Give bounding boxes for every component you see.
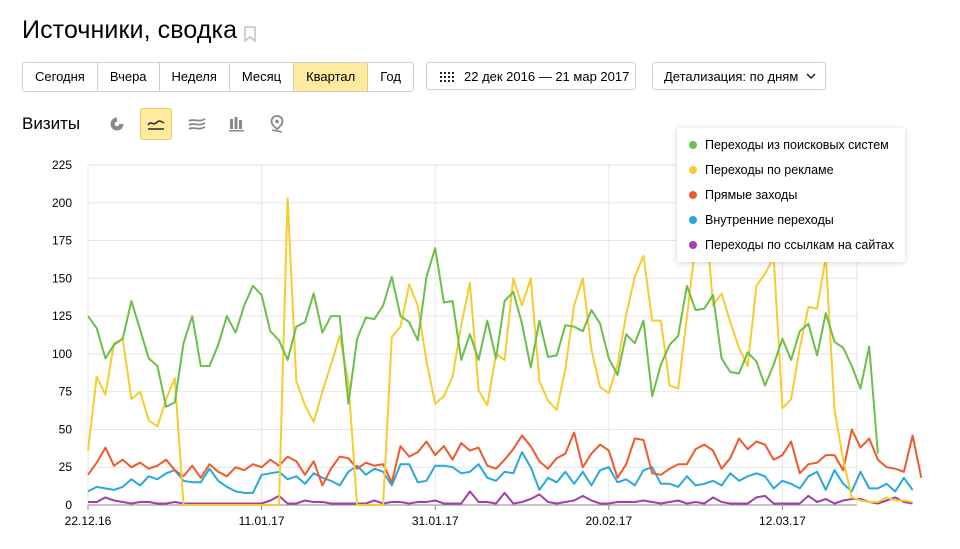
legend-label: Переходы по ссылкам на сайтах	[705, 238, 895, 252]
legend-dot	[689, 215, 697, 224]
view-line-button[interactable]	[140, 108, 172, 140]
pie-chart-icon	[110, 117, 124, 131]
period-tab-today[interactable]: Сегодня	[23, 63, 98, 91]
series-line-1[interactable]	[87, 197, 913, 506]
y-tick-label: 150	[52, 271, 72, 285]
x-tick-label: 20.02.17	[585, 514, 632, 528]
legend-dot	[689, 165, 697, 174]
chevron-down-icon	[806, 73, 816, 80]
legend-label: Переходы из поисковых систем	[705, 138, 889, 152]
period-tab-yesterday[interactable]: Вчера	[98, 63, 160, 91]
view-bar-button[interactable]	[221, 108, 253, 140]
x-tick-label: 12.03.17	[759, 514, 806, 528]
y-tick-label: 50	[59, 422, 73, 436]
x-tick-label: 22.12.16	[65, 514, 112, 528]
legend-label: Прямые заходы	[705, 188, 798, 202]
page-title: Источники, сводка	[22, 16, 238, 44]
chart-section-label: Визиты	[22, 114, 81, 133]
date-range-label: 22 дек 2016 — 21 мар 2017	[464, 69, 630, 84]
view-area-button[interactable]	[181, 108, 213, 140]
series-line-0[interactable]	[87, 247, 879, 454]
y-tick-label: 200	[52, 196, 72, 210]
legend-dot	[689, 240, 697, 249]
map-pin-icon	[270, 115, 284, 133]
detail-label: Детализация: по дням	[664, 69, 799, 84]
y-tick-label: 0	[65, 498, 72, 512]
legend-item-ads[interactable]: Переходы по рекламе	[689, 163, 834, 177]
view-map-button[interactable]	[261, 108, 293, 140]
x-tick-label: 31.01.17	[412, 514, 459, 528]
legend-item-direct[interactable]: Прямые заходы	[689, 188, 797, 202]
y-tick-label: 25	[59, 460, 73, 474]
series-line-2[interactable]	[87, 428, 923, 487]
y-tick-label: 100	[52, 347, 72, 361]
x-axis: 22.12.16 11.01.17 31.01.17 20.02.17 12.03.17	[65, 505, 806, 528]
period-selector: Сегодня Вчера Неделя Месяц Квартал Год	[22, 62, 414, 92]
bookmark-icon[interactable]	[244, 26, 256, 42]
chart-legend: Переходы из поисковых систем Переходы по…	[677, 128, 905, 262]
series-line-4[interactable]	[88, 490, 913, 505]
series-line-3[interactable]	[87, 451, 914, 494]
line-chart-icon	[147, 120, 165, 130]
period-tab-quarter[interactable]: Квартал	[294, 63, 369, 91]
legend-item-links[interactable]: Переходы по ссылкам на сайтах	[689, 238, 894, 252]
legend-label: Внутренние переходы	[705, 213, 834, 227]
detail-dropdown[interactable]: Детализация: по дням	[652, 62, 826, 90]
y-axis: 0 25 50 75 100 125 150 175 200 225	[52, 158, 72, 512]
period-tab-month[interactable]: Месяц	[230, 63, 295, 91]
date-range-button[interactable]: 22 дек 2016 — 21 мар 2017	[426, 62, 636, 90]
view-pie-button[interactable]	[101, 108, 133, 140]
legend-dot	[689, 190, 697, 199]
period-tab-week[interactable]: Неделя	[160, 63, 230, 91]
x-tick-label: 11.01.17	[239, 514, 285, 528]
legend-label: Переходы по рекламе	[705, 163, 834, 177]
legend-dot	[689, 140, 697, 149]
chart-series	[87, 197, 923, 506]
legend-item-search[interactable]: Переходы из поисковых систем	[689, 138, 889, 152]
y-tick-label: 75	[59, 385, 73, 399]
legend-item-internal[interactable]: Внутренние переходы	[689, 213, 834, 227]
y-tick-label: 175	[52, 234, 72, 248]
y-tick-label: 225	[52, 158, 72, 172]
period-tab-year[interactable]: Год	[380, 69, 401, 84]
bar-chart-icon	[229, 117, 244, 132]
area-chart-icon	[188, 118, 206, 130]
calendar-icon	[440, 72, 454, 82]
y-tick-label: 125	[52, 309, 72, 323]
